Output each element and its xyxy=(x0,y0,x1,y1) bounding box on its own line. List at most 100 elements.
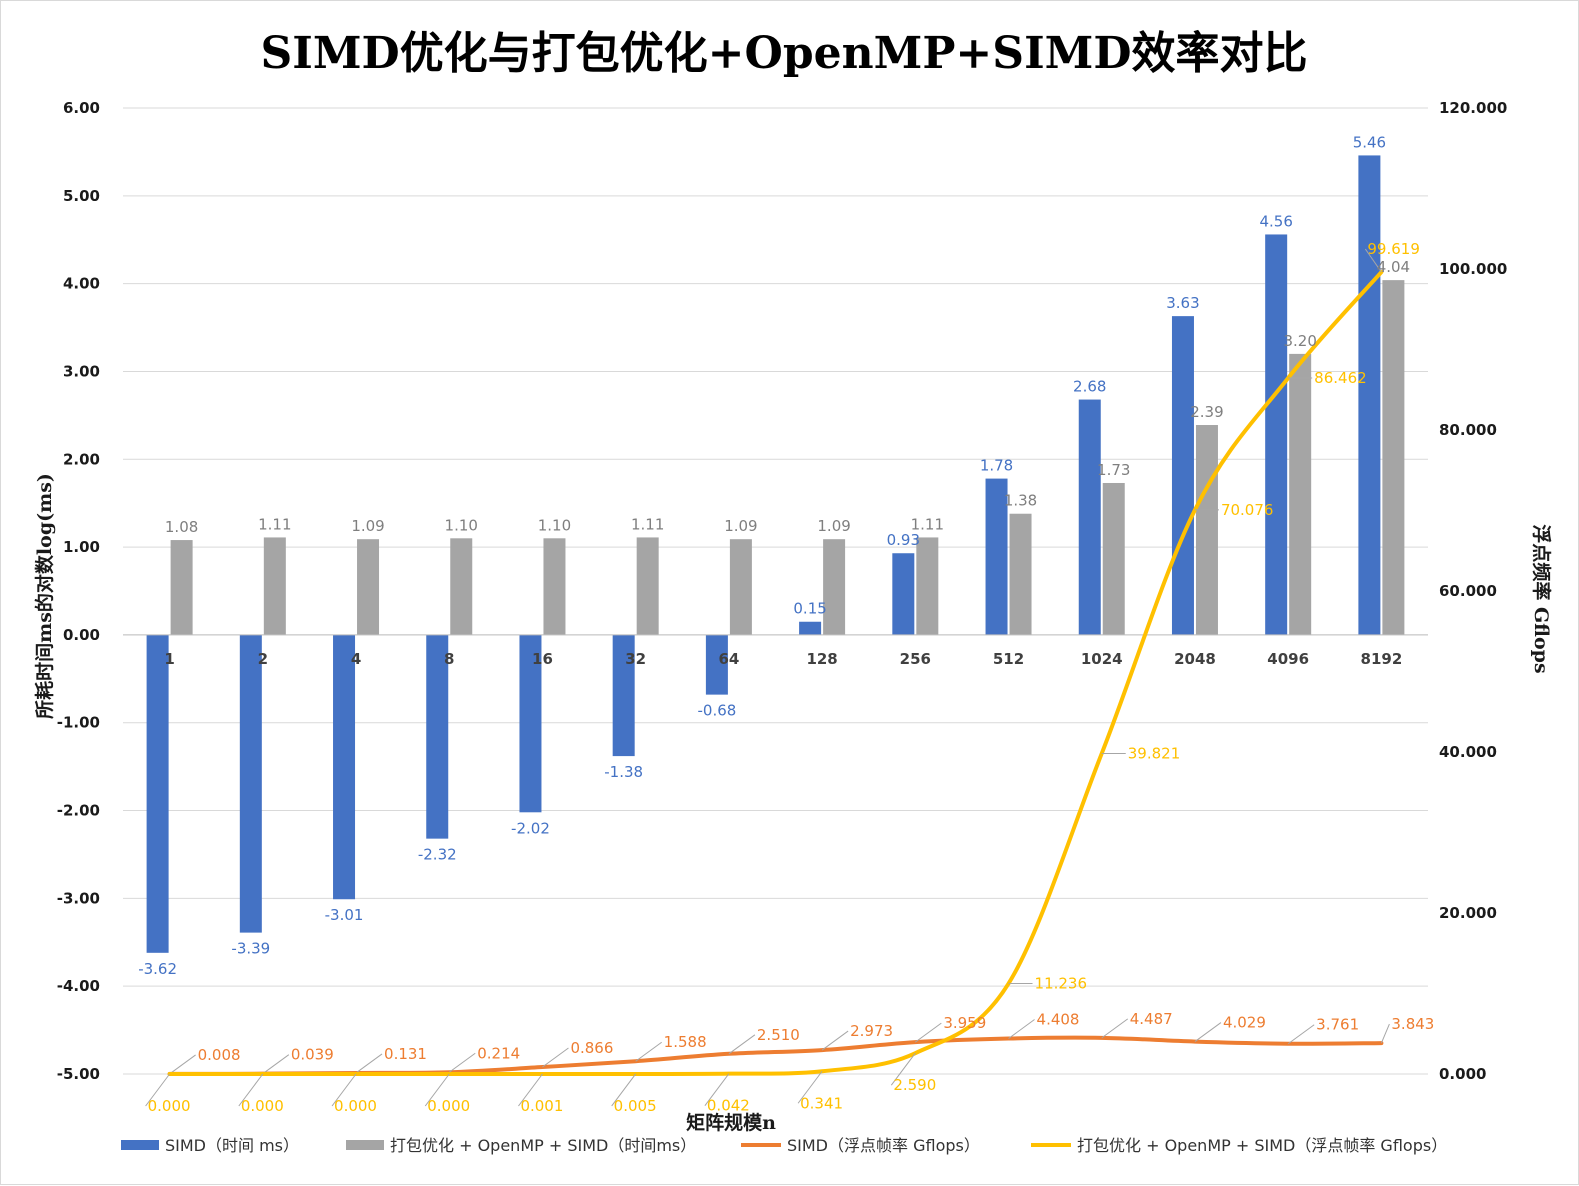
line-data-label: 4.029 xyxy=(1223,1014,1266,1032)
leader-line xyxy=(542,1047,569,1068)
bar xyxy=(357,539,380,635)
line-series xyxy=(145,248,1390,1107)
x-tick-label: 4096 xyxy=(1267,650,1309,668)
legend: SIMD（时间 ms） 打包优化 + OpenMP + SIMD（时间ms） SIM… xyxy=(121,1136,1447,1155)
line-data-label: 99.619 xyxy=(1367,240,1420,258)
line-data-label: 70.076 xyxy=(1221,501,1274,519)
bar xyxy=(146,634,169,953)
leader-line xyxy=(1008,1019,1035,1039)
y-tick-label-left: 2.00 xyxy=(63,450,100,468)
bar-data-label: 2.39 xyxy=(1190,403,1223,421)
bar-data-label: 1.08 xyxy=(165,518,198,536)
x-tick-label: 128 xyxy=(806,650,837,668)
leader-line xyxy=(635,1041,662,1062)
y-tick-label-right: 100.000 xyxy=(1439,260,1507,278)
line-data-label: 0.866 xyxy=(570,1039,613,1057)
bar xyxy=(426,634,449,839)
leader-line xyxy=(331,1073,357,1107)
y-tick-label-left: -4.00 xyxy=(57,977,100,995)
bar-data-label: 1.10 xyxy=(445,516,478,534)
line-data-label: 0.039 xyxy=(291,1046,334,1064)
y-tick-label-left: 4.00 xyxy=(63,275,100,293)
line-data-label: 4.408 xyxy=(1037,1011,1080,1029)
y-axis-title-left: 所耗时间ms的对数log(ms) xyxy=(33,473,56,719)
leader-line xyxy=(448,1052,476,1073)
x-tick-label: 8 xyxy=(444,650,454,668)
y-tick-label-left: 5.00 xyxy=(63,187,100,205)
y-tick-label-right: 0.000 xyxy=(1439,1065,1486,1083)
bar xyxy=(1265,234,1288,635)
line-data-label: 39.821 xyxy=(1128,744,1181,762)
bar xyxy=(799,621,822,635)
x-tick-label: 1 xyxy=(164,650,174,668)
bar-series xyxy=(146,155,1405,953)
leader-line xyxy=(355,1053,383,1074)
x-tick-label: 256 xyxy=(900,650,931,668)
y-tick-label-left: -3.00 xyxy=(57,889,100,907)
bar xyxy=(1195,425,1218,635)
line-data-label: 0.005 xyxy=(614,1097,657,1115)
bar xyxy=(1171,316,1194,635)
bar xyxy=(239,634,262,933)
leader-line xyxy=(890,1052,916,1086)
y-tick-label-left: -1.00 xyxy=(57,714,100,732)
bar xyxy=(612,634,635,757)
legend-swatch xyxy=(346,1140,384,1150)
leader-line xyxy=(797,1070,823,1104)
bar-data-label: -3.39 xyxy=(231,940,270,958)
leader-line xyxy=(262,1054,290,1075)
leader-line xyxy=(821,1030,849,1051)
legend-label: SIMD（时间 ms） xyxy=(165,1136,299,1155)
legend-swatch xyxy=(121,1140,159,1150)
leader-line xyxy=(915,1022,942,1043)
x-axis-title: 矩阵规模n xyxy=(686,1111,776,1134)
bar xyxy=(1289,353,1312,635)
bar-data-label: 1.09 xyxy=(724,517,757,535)
bar xyxy=(450,538,473,635)
y-axis-title-right: 浮点频率 Gflops xyxy=(1530,524,1553,673)
line-data-label: 4.487 xyxy=(1130,1010,1173,1028)
bar xyxy=(985,478,1008,635)
bar xyxy=(1358,155,1381,635)
legend-label: SIMD（浮点帧率 Gflops） xyxy=(787,1136,980,1155)
bar xyxy=(1009,513,1032,635)
y-tick-label-left: 6.00 xyxy=(63,99,100,117)
bar-data-label: 1.38 xyxy=(1004,492,1037,510)
line-data-label: 0.214 xyxy=(477,1044,520,1062)
y-tick-label-left: 0.00 xyxy=(63,626,100,644)
bar xyxy=(636,537,659,635)
line-data-label: 2.590 xyxy=(893,1076,936,1094)
y-tick-label-left: -2.00 xyxy=(57,802,100,820)
leader-line xyxy=(238,1073,264,1107)
bar-data-label: 4.04 xyxy=(1377,258,1410,276)
legend-label: 打包优化 + OpenMP + SIMD（时间ms） xyxy=(390,1136,696,1155)
bar xyxy=(705,634,728,695)
line-data-label: 86.462 xyxy=(1314,369,1367,387)
y-tick-label-right: 80.000 xyxy=(1439,421,1497,439)
line-data-label: 0.000 xyxy=(334,1097,377,1115)
leader-line xyxy=(1194,1022,1222,1042)
y-tick-label-right: 20.000 xyxy=(1439,904,1497,922)
bar-data-label: -0.68 xyxy=(697,702,736,720)
line-data-label: 0.000 xyxy=(148,1097,191,1115)
bar-data-label: -1.38 xyxy=(604,763,643,781)
leader-line xyxy=(1101,1018,1129,1039)
leader-line xyxy=(1380,1023,1390,1044)
line-data-label: 11.236 xyxy=(1035,975,1088,993)
line-data-label: 0.042 xyxy=(707,1097,750,1115)
line-data-label: 3.843 xyxy=(1391,1015,1434,1033)
x-tick-label: 64 xyxy=(718,650,739,668)
legend-label: 打包优化 + OpenMP + SIMD（浮点帧率 Gflops） xyxy=(1077,1136,1447,1155)
bar-data-label: -2.02 xyxy=(511,819,550,837)
bar xyxy=(1078,399,1101,635)
bar-data-label: 1.73 xyxy=(1097,461,1130,479)
bar-data-label: -3.01 xyxy=(325,906,364,924)
line-data-label: 0.341 xyxy=(800,1094,843,1112)
leader-line xyxy=(728,1034,756,1055)
bar-data-label: 3.63 xyxy=(1166,294,1199,312)
y-tick-label-right: 60.000 xyxy=(1439,582,1497,600)
x-tick-label: 1024 xyxy=(1081,650,1123,668)
bar xyxy=(1382,280,1405,635)
line-data-label: 3.959 xyxy=(943,1014,986,1032)
